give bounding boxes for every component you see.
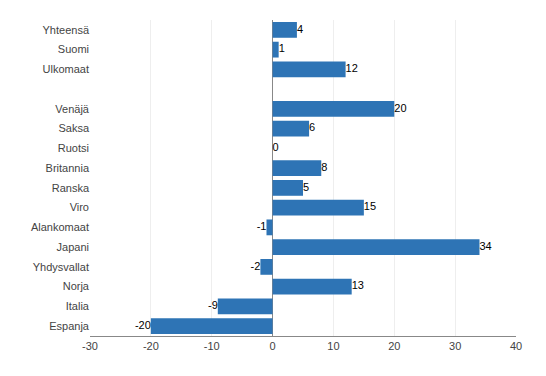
- svg-text:Norja: Norja: [63, 280, 90, 292]
- svg-text:-20: -20: [135, 319, 151, 331]
- svg-text:10: 10: [327, 340, 339, 352]
- svg-text:Viro: Viro: [70, 201, 89, 213]
- svg-text:20: 20: [388, 340, 400, 352]
- svg-text:30: 30: [449, 340, 461, 352]
- svg-text:15: 15: [364, 200, 376, 212]
- svg-text:Alankomaat: Alankomaat: [31, 221, 89, 233]
- svg-text:0: 0: [273, 141, 279, 153]
- svg-text:5: 5: [303, 181, 309, 193]
- svg-text:Italia: Italia: [66, 300, 90, 312]
- svg-text:Britannia: Britannia: [46, 162, 90, 174]
- svg-text:-9: -9: [208, 299, 218, 311]
- svg-text:Yhteensä: Yhteensä: [43, 24, 90, 36]
- svg-text:40: 40: [510, 340, 522, 352]
- svg-text:Saksa: Saksa: [58, 122, 89, 134]
- svg-text:1: 1: [279, 42, 285, 54]
- svg-text:4: 4: [297, 23, 303, 35]
- svg-text:6: 6: [309, 121, 315, 133]
- svg-text:Japani: Japani: [57, 241, 89, 253]
- svg-text:-1: -1: [257, 220, 267, 232]
- svg-text:13: 13: [352, 279, 364, 291]
- svg-text:Espanja: Espanja: [49, 320, 90, 332]
- svg-text:-20: -20: [143, 340, 159, 352]
- svg-text:Ulkomaat: Ulkomaat: [43, 63, 89, 75]
- svg-text:34: 34: [479, 240, 491, 252]
- svg-text:8: 8: [321, 161, 327, 173]
- svg-text:20: 20: [394, 102, 406, 114]
- svg-text:Yhdysvallat: Yhdysvallat: [33, 261, 89, 273]
- svg-text:-30: -30: [82, 340, 98, 352]
- svg-text:-10: -10: [204, 340, 220, 352]
- svg-text:Ranska: Ranska: [52, 182, 90, 194]
- svg-text:Ruotsi: Ruotsi: [58, 142, 89, 154]
- svg-text:Venäjä: Venäjä: [55, 103, 90, 115]
- svg-text:Suomi: Suomi: [58, 43, 89, 55]
- svg-text:-2: -2: [251, 260, 261, 272]
- svg-text:12: 12: [346, 62, 358, 74]
- svg-text:0: 0: [270, 340, 276, 352]
